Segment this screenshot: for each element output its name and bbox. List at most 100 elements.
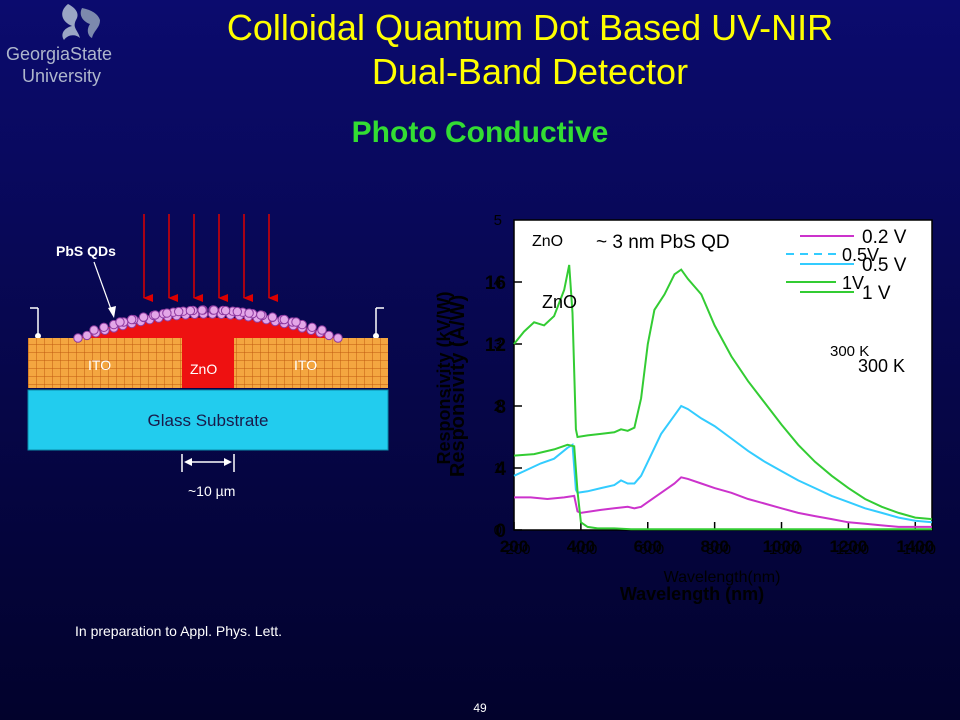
quantum-dot <box>256 310 266 320</box>
legend-label-back: 0.5V <box>842 245 879 265</box>
quantum-dot <box>307 322 317 333</box>
y-axis-label-back: Responsivity (kV/W) <box>434 291 454 464</box>
device-schematic: PbS QDs ITO ITO ZnO Glass Substrate ~10 … <box>27 214 389 499</box>
y-tick-label-front: 8 <box>495 397 506 418</box>
gap-arrow-left <box>184 458 192 466</box>
series-layer <box>513 264 933 531</box>
legend-label: 0.5 V <box>862 255 907 276</box>
logo-line-1: GeorgiaState <box>6 44 112 64</box>
logo-line-2: University <box>22 66 101 86</box>
x-tick-label-front: 1200 <box>829 537 867 556</box>
quantum-dot <box>267 312 278 322</box>
y-tick-label-back: 3 <box>494 336 502 353</box>
quantum-dot <box>162 308 172 318</box>
quantum-dot <box>138 312 149 322</box>
ito-right-block <box>234 338 388 388</box>
quantum-dot <box>220 305 231 316</box>
gap-label: ~10 µm <box>188 483 235 499</box>
x-axis-label-back: Wavelength(nm) <box>664 569 781 586</box>
quantum-dot <box>82 330 92 341</box>
title-line-1: Colloidal Quantum Dot Based UV-NIR <box>226 7 834 48</box>
x-axis-label-front: Wavelength (nm) <box>620 584 764 604</box>
pbs-pointer-arrow <box>93 261 113 313</box>
legend-label: 1 V <box>862 283 891 304</box>
university-logo: GeorgiaState University <box>6 4 112 86</box>
y-tick-label-back: 2 <box>494 398 502 415</box>
quantum-dot <box>209 305 219 315</box>
quantum-dot <box>324 330 334 341</box>
glass-substrate <box>27 389 389 451</box>
quantum-dot <box>115 317 125 327</box>
pbs-qd-label: PbS QDs <box>56 243 116 259</box>
series-line <box>513 443 932 531</box>
series-line <box>514 476 932 528</box>
legend: 0.2 V 0.5 V 1 V 0.5V 1V <box>786 227 907 304</box>
x-tick-label-front: 200 <box>500 537 528 556</box>
gap-arrow-right <box>224 458 232 466</box>
quantum-dot <box>291 317 301 327</box>
page-number: 49 <box>473 701 487 715</box>
quantum-dot <box>73 333 83 343</box>
y-axis-label-front: Responsivity (A/W) <box>447 295 469 477</box>
quantum-dot <box>150 310 160 320</box>
y-tick-label-front: 0 <box>495 521 506 542</box>
plot-area <box>513 219 933 531</box>
ito-left-label: ITO <box>88 357 111 373</box>
electrical-contacts <box>30 307 384 336</box>
series-line <box>513 404 933 524</box>
y-tick-label-back: 4 <box>494 274 502 291</box>
pbs-quantum-dots <box>73 305 343 343</box>
slide-subtitle: Photo Conductive <box>351 116 609 149</box>
y-tick-label-front: 4 <box>495 459 506 480</box>
x-tick-label-front: 1000 <box>763 537 801 556</box>
x-tick-label-back: 800 <box>706 541 731 558</box>
quantum-dot <box>232 306 243 317</box>
y-tick-label-back: 5 <box>494 212 502 229</box>
quantum-dot <box>127 314 137 325</box>
x-tick-label-front: 600 <box>634 537 662 556</box>
ito-right-label: ITO <box>294 357 317 373</box>
annotation-zno-top: ZnO <box>532 233 563 250</box>
x-tick-label-back: 1400 <box>903 541 936 558</box>
y-tick-label-back: 1 <box>494 460 502 477</box>
incident-light-arrows <box>143 214 278 302</box>
reference-note: In preparation to Appl. Phys. Lett. <box>75 623 283 639</box>
quantum-dot <box>333 333 343 343</box>
ito-left-block <box>28 338 182 388</box>
zno-label: ZnO <box>190 361 217 377</box>
quantum-dot <box>185 305 196 316</box>
flame-icon <box>62 4 100 40</box>
quantum-dot <box>279 314 289 325</box>
annotation-temp-back: 300 K <box>830 343 869 360</box>
x-tick-label-back: 400 <box>572 541 597 558</box>
quantum-dot <box>99 322 109 333</box>
legend-label-back: 1V <box>842 273 864 293</box>
quantum-dot <box>197 305 207 315</box>
x-tick-label-front: 800 <box>700 537 728 556</box>
legend-label: 0.2 V <box>862 227 907 248</box>
gap-dimension <box>181 454 235 472</box>
quantum-dot <box>244 308 254 318</box>
quantum-dot <box>317 325 327 335</box>
x-tick-label-front: 1400 <box>896 537 934 556</box>
series-line <box>513 264 933 521</box>
x-tick-label-back: 600 <box>639 541 664 558</box>
substrate-label: Glass Substrate <box>148 411 269 430</box>
x-tick-label-back: 1000 <box>769 541 802 558</box>
x-tick-label-back: 1200 <box>836 541 869 558</box>
annotation-qd-size: ~ 3 nm PbS QD <box>596 232 730 253</box>
slide-title: Colloidal Quantum Dot Based UV-NIR Dual-… <box>130 6 930 94</box>
annotation-zno-mid: ZnO <box>542 292 577 312</box>
annotation-temp-front: 300 K <box>858 356 905 376</box>
y-tick-label-front: 16 <box>485 273 506 294</box>
quantum-dot <box>174 306 184 317</box>
quantum-dot <box>89 325 99 335</box>
contact-right <box>373 333 379 339</box>
title-line-2: Dual-Band Detector <box>371 51 689 92</box>
x-tick-label-back: 200 <box>505 541 530 558</box>
y-tick-label-back: 0 <box>494 522 502 539</box>
y-tick-label-front: 12 <box>485 335 506 356</box>
